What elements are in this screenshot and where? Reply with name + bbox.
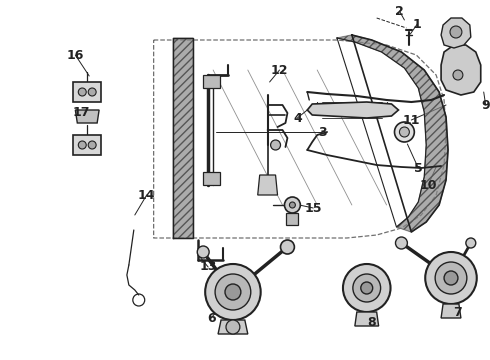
Text: 16: 16 xyxy=(67,49,84,62)
Circle shape xyxy=(78,141,86,149)
Circle shape xyxy=(395,237,407,249)
Text: 9: 9 xyxy=(481,99,490,112)
Polygon shape xyxy=(441,45,481,95)
Polygon shape xyxy=(355,312,379,326)
Text: 12: 12 xyxy=(271,63,288,77)
Text: 2: 2 xyxy=(395,5,404,18)
Circle shape xyxy=(88,141,96,149)
Circle shape xyxy=(78,88,86,96)
Polygon shape xyxy=(441,304,461,318)
Text: 7: 7 xyxy=(454,306,462,319)
Circle shape xyxy=(225,284,241,300)
Polygon shape xyxy=(287,213,298,225)
Circle shape xyxy=(353,274,381,302)
Circle shape xyxy=(399,127,409,137)
Polygon shape xyxy=(441,18,471,48)
Circle shape xyxy=(215,274,251,310)
Text: 3: 3 xyxy=(318,126,326,139)
Circle shape xyxy=(226,320,240,334)
Circle shape xyxy=(453,70,463,80)
Circle shape xyxy=(270,140,280,150)
Circle shape xyxy=(285,197,300,213)
Circle shape xyxy=(343,264,391,312)
Circle shape xyxy=(450,26,462,38)
Text: 8: 8 xyxy=(368,315,376,328)
Polygon shape xyxy=(74,135,101,155)
Text: 4: 4 xyxy=(293,112,302,125)
Circle shape xyxy=(361,282,373,294)
Polygon shape xyxy=(203,75,220,88)
Polygon shape xyxy=(75,110,99,123)
Polygon shape xyxy=(258,175,277,195)
Polygon shape xyxy=(337,35,448,232)
Text: 5: 5 xyxy=(414,162,423,175)
Circle shape xyxy=(394,122,415,142)
Text: 11: 11 xyxy=(403,113,420,126)
Text: 6: 6 xyxy=(207,311,216,324)
Circle shape xyxy=(466,238,476,248)
Text: 17: 17 xyxy=(73,105,90,118)
Polygon shape xyxy=(173,38,193,238)
Text: 1: 1 xyxy=(413,18,422,31)
Circle shape xyxy=(280,240,294,254)
Text: 10: 10 xyxy=(419,179,437,192)
Polygon shape xyxy=(307,102,398,118)
Polygon shape xyxy=(203,172,220,185)
Polygon shape xyxy=(397,128,411,136)
Circle shape xyxy=(435,262,467,294)
Circle shape xyxy=(197,246,209,258)
Text: 13: 13 xyxy=(199,261,217,274)
Text: 14: 14 xyxy=(138,189,155,202)
Circle shape xyxy=(425,252,477,304)
Circle shape xyxy=(444,271,458,285)
Circle shape xyxy=(88,88,96,96)
Polygon shape xyxy=(74,82,101,102)
Text: 15: 15 xyxy=(304,202,322,215)
Circle shape xyxy=(290,202,295,208)
Circle shape xyxy=(205,264,261,320)
Polygon shape xyxy=(218,320,248,334)
